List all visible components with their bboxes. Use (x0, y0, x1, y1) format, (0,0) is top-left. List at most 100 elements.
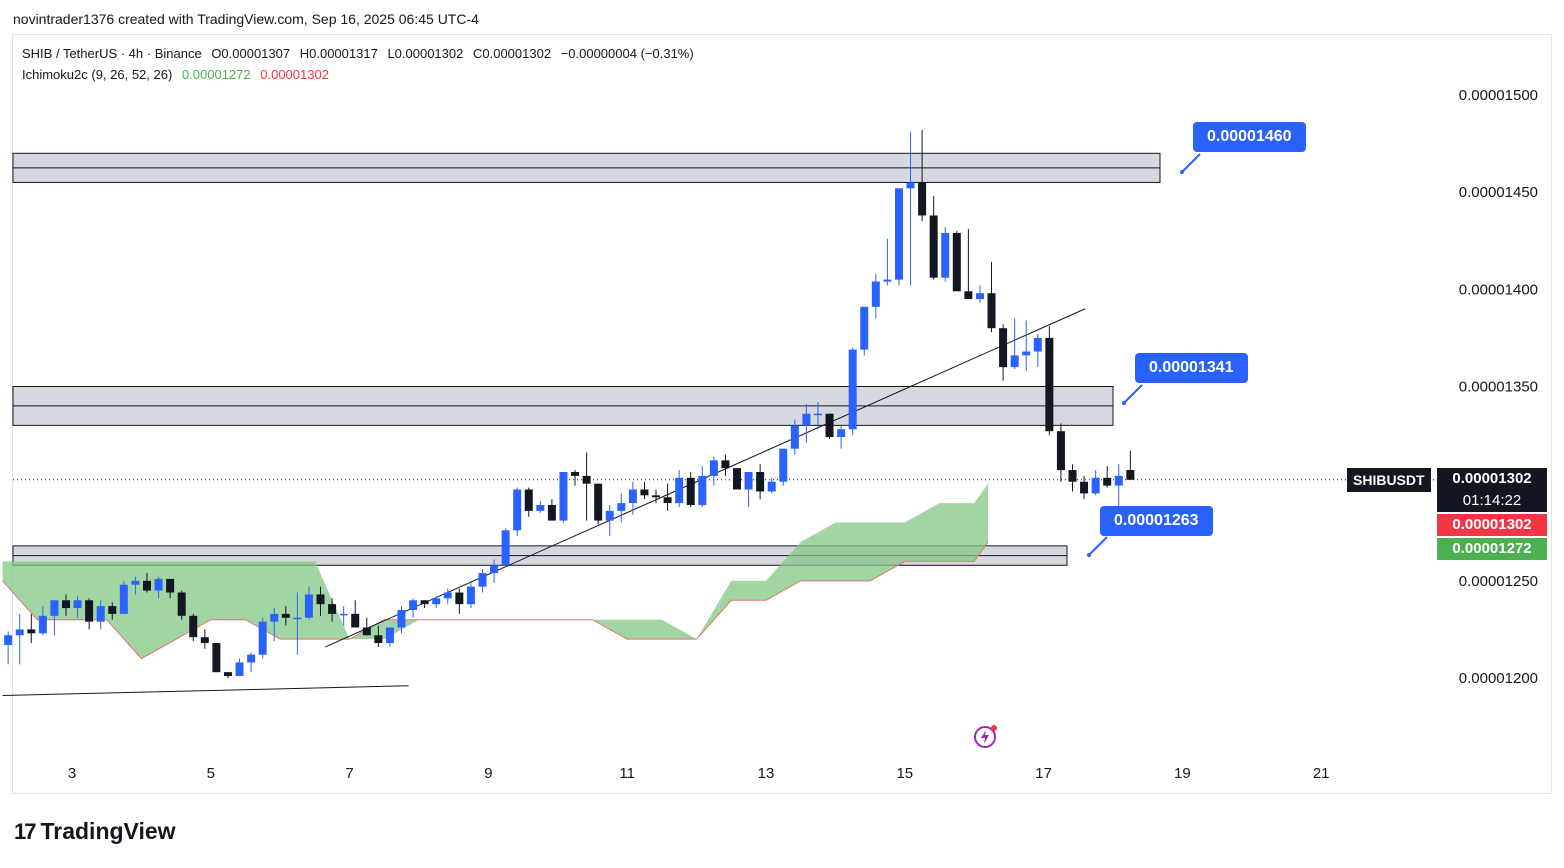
candle-body (1045, 337, 1054, 432)
candle-body (894, 188, 903, 280)
candle-body (744, 472, 753, 490)
last-price-box: 0.00001302 01:14:22 (1437, 468, 1547, 512)
tradingview-logo[interactable]: 17 TradingView (14, 818, 176, 845)
callout-pointer-dot (1122, 401, 1126, 405)
candles-layer (4, 129, 1135, 678)
candle-body (85, 600, 94, 622)
candle-body (848, 349, 857, 430)
zones-layer (12, 152, 1161, 566)
candle-body (547, 505, 556, 521)
candle-body (258, 621, 267, 655)
candle-body (293, 617, 302, 620)
candle-body (27, 629, 36, 634)
x-tick-label: 3 (68, 765, 76, 782)
candle-body (686, 477, 695, 506)
candle-body (154, 578, 163, 591)
tradingview-logo-icon: 17 (14, 818, 37, 844)
candle-body (617, 503, 626, 511)
candle-body (270, 613, 279, 622)
callout-pointer-dot (1087, 553, 1091, 557)
candle-body (941, 232, 950, 278)
callout-pointers (1087, 153, 1201, 557)
candle-body (964, 291, 973, 300)
candle-body (432, 598, 441, 605)
callout-top-zone[interactable]: 0.00001460 (1193, 122, 1306, 152)
candle-body (166, 578, 175, 593)
candle-body (374, 635, 383, 644)
trendline (2, 685, 409, 696)
candle-body (1091, 477, 1100, 494)
x-tick-label: 17 (1035, 765, 1052, 782)
candle-body (142, 580, 151, 591)
candle-body (212, 643, 221, 673)
candle-body (351, 613, 360, 628)
candle-body (999, 328, 1008, 368)
y-tick-label: 0.00001500 (1459, 87, 1538, 104)
candle-body (640, 489, 649, 496)
candle-body (1068, 470, 1077, 482)
x-tick-label: 13 (758, 765, 775, 782)
candle-body (652, 495, 661, 498)
candle-body (756, 472, 765, 492)
candle-body (61, 600, 70, 609)
candle-body (1080, 481, 1089, 494)
ichimoku-green-tag: 0.00001272 (1437, 538, 1547, 560)
x-tick-label: 11 (619, 765, 635, 782)
candle-body (385, 627, 394, 644)
candle-body (721, 460, 730, 469)
low-value: L0.00001302 (387, 46, 464, 61)
candle-body (698, 475, 707, 506)
indicator-legend: Ichimoku2c (9, 26, 52, 26) 0.00001272 0.… (22, 67, 335, 82)
candle-body (4, 635, 13, 645)
candle-body (594, 483, 603, 521)
callout-pointer (1123, 384, 1143, 404)
candle-body (247, 654, 256, 663)
candle-body (1114, 475, 1123, 486)
cloud-area (2, 483, 989, 659)
candle-body (513, 489, 522, 531)
x-tick-label: 5 (207, 765, 215, 782)
callout-pointer (1181, 153, 1201, 173)
y-tick-label: 0.00001450 (1459, 184, 1538, 201)
candle-body (38, 615, 47, 634)
candle-body (223, 672, 232, 677)
candle-body (628, 489, 637, 504)
indicator-name[interactable]: Ichimoku2c (9, 26, 52, 26) (22, 67, 173, 82)
candle-body (536, 505, 545, 511)
candle-body (189, 615, 198, 638)
callout-mid-zone[interactable]: 0.00001341 (1135, 353, 1248, 383)
candle-body (362, 627, 371, 636)
candle-body (281, 613, 290, 618)
candle-body (119, 584, 128, 614)
candle-body (605, 510, 614, 521)
candle-body (501, 530, 510, 566)
candle-body (860, 306, 869, 350)
indicator-value-2: 0.00001302 (260, 67, 329, 82)
candle-body (559, 472, 568, 521)
candle-body (108, 606, 117, 614)
candle-body (767, 481, 776, 492)
candle-body (397, 609, 406, 628)
candle-body (409, 600, 418, 610)
flash-alert-icon[interactable] (973, 724, 997, 748)
candle-body (420, 600, 429, 605)
y-tick-label: 0.00001200 (1459, 670, 1538, 687)
candle-body (663, 497, 672, 504)
candle-body (813, 413, 822, 416)
candle-body (339, 613, 348, 616)
candle-body (15, 629, 24, 636)
y-axis: 0.00001500 0.00001450 0.00001400 0.00001350… (1459, 87, 1538, 687)
y-tick-label: 0.00001350 (1459, 379, 1538, 396)
candle-body (1103, 477, 1112, 486)
candle-body (455, 592, 464, 605)
bar-countdown: 01:14:22 (1462, 492, 1522, 509)
y-tick-label: 0.00001250 (1459, 573, 1538, 590)
callout-low-zone[interactable]: 0.00001263 (1100, 506, 1213, 536)
indicator-value-1: 0.00001272 (181, 67, 251, 82)
callout-pointer (1088, 536, 1108, 556)
candle-body (1056, 431, 1065, 471)
candle-body (825, 413, 834, 438)
candle-body (235, 662, 244, 677)
last-price-value: 0.00001302 (1452, 470, 1532, 487)
